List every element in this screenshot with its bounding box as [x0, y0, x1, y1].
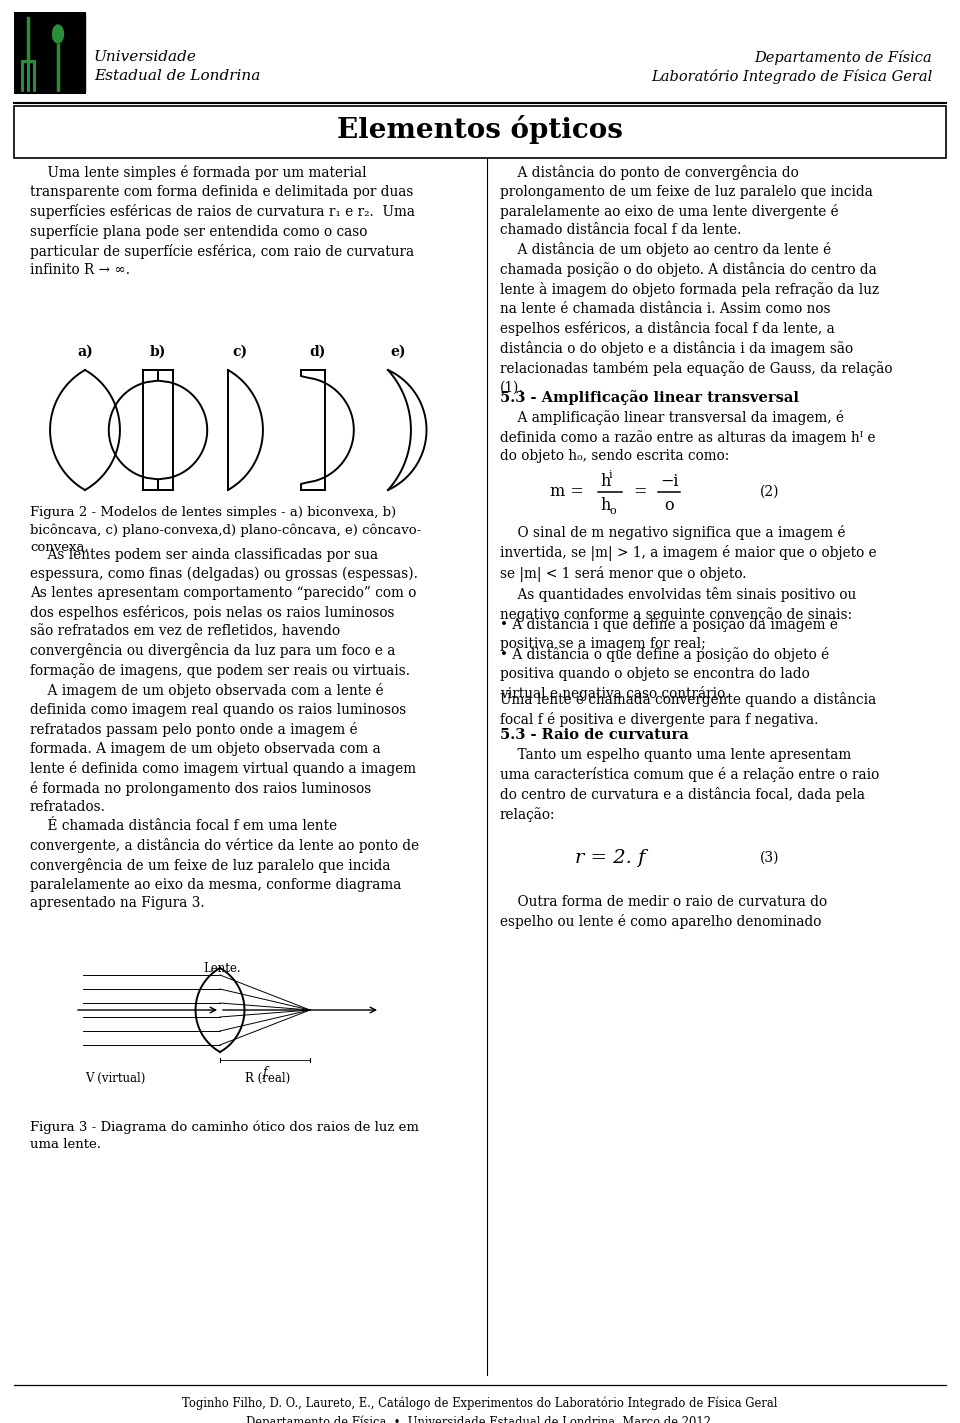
Bar — [14, 11, 86, 94]
Text: −i: −i — [660, 472, 679, 490]
Text: h: h — [600, 497, 611, 514]
Text: Outra forma de medir o raio de curvatura do
espelho ou lente é como aparelho den: Outra forma de medir o raio de curvatura… — [500, 895, 828, 929]
Text: Elementos ópticos: Elementos ópticos — [337, 115, 623, 145]
Text: A amplificação linear transversal da imagem, é
definida como a razão entre as al: A amplificação linear transversal da ima… — [500, 410, 876, 464]
Ellipse shape — [53, 26, 63, 43]
Text: Figura 2 - Modelos de lentes simples - a) biconvexa, b)
bicôncava, c) plano-conv: Figura 2 - Modelos de lentes simples - a… — [30, 507, 421, 554]
Text: V (virtual): V (virtual) — [85, 1072, 145, 1084]
Text: o: o — [664, 497, 674, 514]
Text: Toginho Filho, D. O., Laureto, E., Catálogo de Experimentos do Laboratório Integ: Toginho Filho, D. O., Laureto, E., Catál… — [182, 1397, 778, 1423]
Text: • A distância o que define a posição do objeto é
positiva quando o objeto se enc: • A distância o que define a posição do … — [500, 647, 829, 700]
Text: o: o — [609, 507, 615, 517]
Text: (2): (2) — [760, 485, 780, 499]
Text: Figura 3 - Diagrama do caminho ótico dos raios de luz em
uma lente.: Figura 3 - Diagrama do caminho ótico dos… — [30, 1120, 419, 1151]
Text: Departamento de Física: Departamento de Física — [755, 50, 932, 65]
Text: e): e) — [391, 344, 406, 359]
Text: a): a) — [77, 344, 93, 359]
Text: b): b) — [150, 344, 166, 359]
Text: As lentes podem ser ainda classificadas por sua
espessura, como finas (delgadas): As lentes podem ser ainda classificadas … — [30, 548, 420, 911]
Text: r = 2. f: r = 2. f — [575, 850, 645, 867]
Text: Uma lente é chamada convergente quando a distância
focal f é positiva e divergen: Uma lente é chamada convergente quando a… — [500, 692, 876, 727]
Text: Tanto um espelho quanto uma lente apresentam
uma característica comum que é a re: Tanto um espelho quanto uma lente aprese… — [500, 748, 879, 822]
Text: Uma lente simples é formada por um material
transparente com forma definida e de: Uma lente simples é formada por um mater… — [30, 165, 415, 277]
Text: i: i — [609, 470, 612, 480]
Text: Universidade: Universidade — [94, 50, 197, 64]
Text: 5.3 - Amplificação linear transversal: 5.3 - Amplificação linear transversal — [500, 390, 799, 406]
Text: (3): (3) — [760, 851, 780, 865]
Text: c): c) — [232, 344, 248, 359]
Text: 5.3 - Raio de curvatura: 5.3 - Raio de curvatura — [500, 729, 688, 741]
Bar — [14, 105, 946, 158]
Text: f: f — [263, 1066, 267, 1079]
Text: =: = — [634, 484, 647, 501]
Text: • A distância i que define a posição da imagem é
positiva se a imagem for real;: • A distância i que define a posição da … — [500, 618, 838, 650]
Text: Laboratório Integrado de Física Geral: Laboratório Integrado de Física Geral — [651, 68, 932, 84]
Text: m =: m = — [550, 484, 584, 501]
Text: A distância do ponto de convergência do
prolongamento de um feixe de luz paralel: A distância do ponto de convergência do … — [500, 165, 893, 394]
Text: d): d) — [310, 344, 326, 359]
Text: R (real): R (real) — [245, 1072, 290, 1084]
Text: Lente.: Lente. — [204, 962, 241, 975]
Text: O sinal de m negativo significa que a imagem é
invertida, se |m| > 1, a imagem é: O sinal de m negativo significa que a im… — [500, 525, 876, 622]
Text: Estadual de Londrina: Estadual de Londrina — [94, 68, 260, 83]
Text: h: h — [600, 472, 611, 490]
